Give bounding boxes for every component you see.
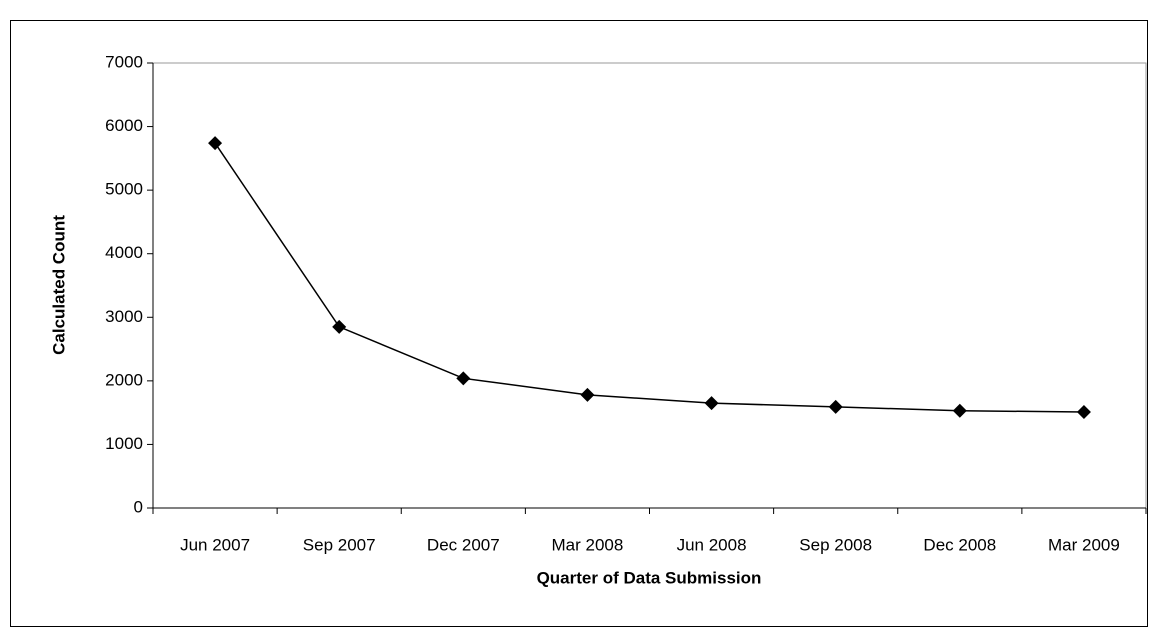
data-marker xyxy=(208,136,223,151)
y-tick-label: 7000 xyxy=(105,52,143,71)
x-tick-label: Jun 2008 xyxy=(677,535,747,554)
y-axis-title: Calculated Count xyxy=(49,215,68,355)
x-tick-label: Sep 2008 xyxy=(799,535,872,554)
x-tick-label: Sep 2007 xyxy=(303,535,376,554)
x-tick-label: Dec 2007 xyxy=(427,535,500,554)
y-tick-label: 4000 xyxy=(105,243,143,262)
data-marker xyxy=(1076,405,1091,420)
y-tick-label: 2000 xyxy=(105,370,143,389)
data-marker xyxy=(456,371,471,386)
x-tick-label: Mar 2008 xyxy=(552,535,624,554)
y-tick-label: 1000 xyxy=(105,434,143,453)
data-marker xyxy=(952,403,967,418)
y-tick-label: 6000 xyxy=(105,116,143,135)
data-line xyxy=(214,142,1084,413)
y-tick-label: 3000 xyxy=(105,307,143,326)
y-tick-label: 5000 xyxy=(105,180,143,199)
data-marker xyxy=(704,396,719,411)
x-tick-label: Jun 2007 xyxy=(180,535,250,554)
data-marker xyxy=(580,387,595,402)
x-axis-title: Quarter of Data Submission xyxy=(537,568,762,587)
chart-frame xyxy=(10,20,1148,627)
x-tick-label: Mar 2009 xyxy=(1048,535,1120,554)
data-marker xyxy=(828,399,843,414)
y-tick-label: 0 xyxy=(134,497,143,516)
x-tick-label: Dec 2008 xyxy=(923,535,996,554)
data-marker xyxy=(332,319,347,334)
